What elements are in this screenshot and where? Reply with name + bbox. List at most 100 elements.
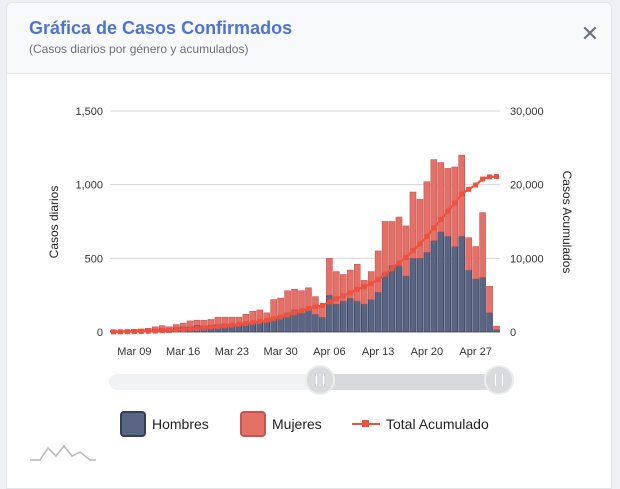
bar-mujeres: [270, 299, 277, 318]
bar-mujeres: [214, 316, 222, 325]
bar-hombres: [465, 269, 472, 333]
bar-hombres: [374, 291, 382, 333]
range-slider-selection[interactable]: [312, 374, 494, 390]
bar-mujeres: [437, 162, 445, 233]
bar-hombres: [430, 240, 438, 333]
bar-mujeres: [277, 297, 284, 317]
point-total: [452, 200, 458, 206]
point-total: [410, 248, 416, 254]
bar-mujeres: [486, 286, 493, 314]
bar-hombres: [444, 235, 452, 333]
point-total: [138, 328, 144, 334]
bar-mujeres: [207, 319, 215, 326]
legend-item-mujeres[interactable]: Mujeres: [240, 411, 322, 437]
point-total: [459, 191, 465, 197]
point-total: [166, 327, 172, 333]
point-total: [243, 320, 249, 326]
bar-hombres: [416, 258, 424, 333]
bar-mujeres: [256, 309, 264, 321]
point-total: [480, 176, 486, 182]
point-total: [152, 328, 158, 334]
bar-mujeres: [374, 250, 382, 293]
legend-label-hombres: Hombres: [152, 416, 209, 432]
bar-mujeres: [465, 237, 472, 271]
y2-axis-title: Casos Acumulados: [560, 171, 574, 274]
point-total: [389, 266, 395, 272]
bar-mujeres: [472, 246, 479, 280]
bar-mujeres: [430, 159, 438, 241]
point-total: [145, 328, 151, 334]
close-icon[interactable]: ✕: [580, 21, 600, 46]
bar-mujeres: [360, 280, 368, 305]
bar-hombres: [395, 265, 403, 333]
y2-tick-label: 10,000: [510, 253, 544, 265]
bar-mujeres: [444, 168, 452, 237]
point-total: [375, 277, 381, 283]
point-total: [110, 329, 116, 335]
point-total: [117, 329, 123, 335]
chart-modal: Gráfica de Casos Confirmados (Casos diar…: [6, 2, 612, 489]
range-slider-end-handle[interactable]: [484, 365, 514, 395]
point-total: [187, 326, 193, 332]
point-total: [208, 324, 214, 330]
bar-mujeres: [409, 191, 417, 259]
bar-hombres: [381, 272, 389, 333]
bar-mujeres: [179, 322, 187, 328]
range-slider-start-handle[interactable]: [305, 365, 335, 395]
point-total: [229, 322, 235, 328]
bar-mujeres: [284, 290, 291, 314]
point-total: [250, 319, 256, 325]
bar-hombres: [298, 312, 305, 333]
y-tick-label: 1,500: [75, 106, 103, 118]
bar-hombres: [340, 300, 347, 333]
point-total: [159, 328, 165, 334]
y-tick-label: 1,000: [75, 180, 103, 192]
point-total: [236, 321, 242, 327]
bar-hombres: [493, 329, 500, 333]
bar-mujeres: [291, 288, 298, 311]
bar-hombres: [367, 299, 375, 333]
legend-item-hombres[interactable]: Hombres: [120, 411, 209, 437]
y2-tick-label: 0: [510, 327, 516, 339]
point-total: [131, 329, 137, 335]
bar-mujeres: [493, 325, 500, 331]
legend-swatch-mujeres: [240, 411, 266, 437]
point-total: [466, 186, 472, 192]
legend-item-total[interactable]: Total Acumulado: [352, 411, 489, 437]
point-total: [438, 216, 444, 222]
point-total: [222, 323, 228, 329]
point-total: [264, 317, 270, 323]
point-total: [299, 308, 305, 314]
x-tick-label: Apr 20: [411, 346, 443, 358]
bar-hombres: [423, 252, 431, 333]
mini-chart-icon: [30, 444, 96, 461]
point-total: [403, 255, 409, 261]
point-total: [278, 314, 284, 320]
point-total: [312, 304, 318, 310]
bar-mujeres: [381, 221, 389, 274]
bar-mujeres: [423, 181, 431, 253]
bar-mujeres: [193, 319, 201, 326]
point-total: [494, 174, 500, 180]
x-tick-label: Mar 09: [117, 346, 151, 358]
bar-hombres: [333, 303, 340, 333]
point-total: [431, 225, 437, 231]
bar-hombres: [437, 231, 445, 333]
point-total: [354, 286, 360, 292]
bar-mujeres: [326, 258, 333, 296]
bar-mujeres: [186, 320, 194, 328]
point-total: [424, 233, 430, 239]
point-total: [180, 327, 186, 333]
bar-mujeres: [388, 221, 396, 267]
modal-title: Gráfica de Casos Confirmados: [29, 18, 293, 38]
legend-swatch-hombres: [120, 411, 146, 437]
x-tick-label: Apr 27: [459, 346, 491, 358]
point-total: [305, 306, 311, 312]
point-total: [347, 290, 353, 296]
point-total: [368, 281, 374, 287]
bar-hombres: [319, 316, 326, 333]
point-total: [445, 208, 451, 214]
bar-hombres: [451, 246, 459, 333]
y2-tick-label: 30,000: [510, 106, 544, 118]
point-total: [487, 174, 493, 180]
